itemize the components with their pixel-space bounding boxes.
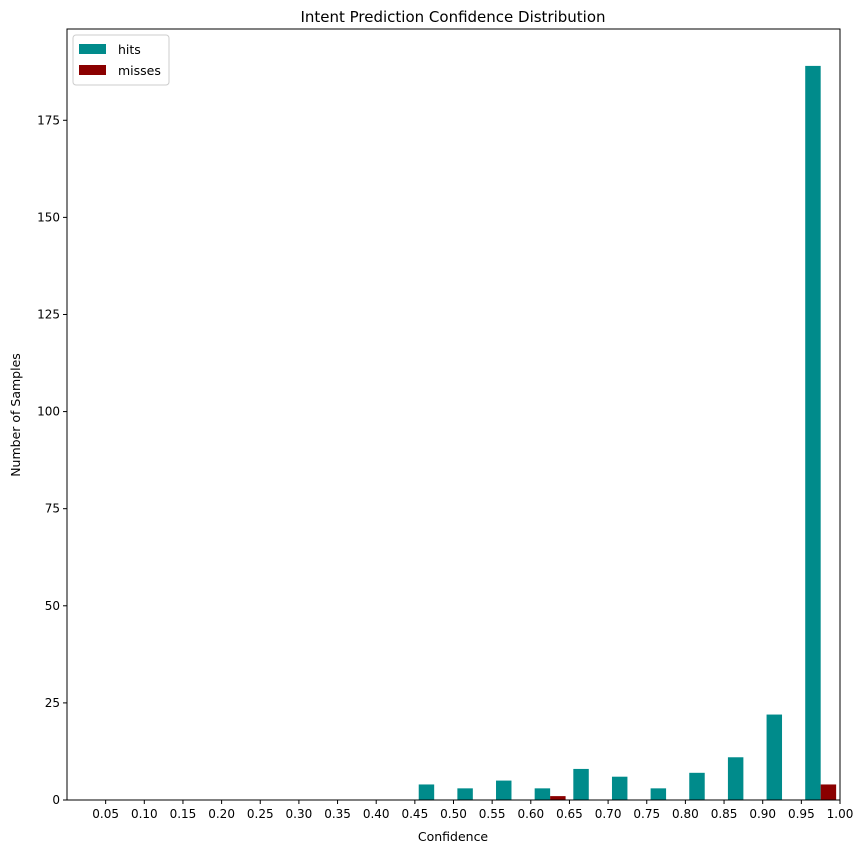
x-tick-label: 0.40 xyxy=(363,807,390,821)
legend-swatch-hits xyxy=(79,44,106,54)
bar-hits-0.90 xyxy=(727,757,744,800)
x-tick-label: 0.05 xyxy=(92,807,119,821)
x-tick-label: 0.35 xyxy=(324,807,351,821)
bar-hits-0.95 xyxy=(766,714,783,800)
x-tick-label: 0.25 xyxy=(247,807,274,821)
bar-hits-1.00 xyxy=(805,65,821,800)
legend-label-misses: misses xyxy=(118,63,161,78)
x-tick-label: 0.60 xyxy=(517,807,544,821)
x-tick-label: 0.50 xyxy=(440,807,467,821)
chart-title: Intent Prediction Confidence Distributio… xyxy=(300,8,605,26)
bar-misses-1.00 xyxy=(820,784,837,800)
x-tick-label: 0.85 xyxy=(711,807,738,821)
bars-layer xyxy=(418,65,837,800)
y-tick-label: 175 xyxy=(37,113,60,127)
bar-hits-0.80 xyxy=(650,788,667,800)
x-tick-label: 0.55 xyxy=(479,807,506,821)
legend-swatch-misses xyxy=(79,65,106,75)
x-tick-label: 0.20 xyxy=(208,807,235,821)
y-axis: 0 25 50 75 100 125 150 175 xyxy=(37,113,67,807)
bar-hits-0.85 xyxy=(689,772,705,800)
x-tick-label: 1.00 xyxy=(827,807,854,821)
bar-hits-0.55 xyxy=(457,788,473,800)
x-tick-label: 0.30 xyxy=(286,807,313,821)
bar-hits-0.70 xyxy=(573,768,589,800)
plot-frame xyxy=(66,28,841,801)
y-tick-label: 75 xyxy=(45,502,60,516)
y-tick-label: 0 xyxy=(52,793,60,807)
y-tick-label: 125 xyxy=(37,307,60,321)
legend: hits misses xyxy=(72,34,170,86)
x-tick-label: 0.95 xyxy=(788,807,815,821)
bar-misses-0.65 xyxy=(550,796,566,800)
x-axis-label: Confidence xyxy=(418,829,489,844)
y-axis-label: Number of Samples xyxy=(8,353,23,477)
y-tick-label: 100 xyxy=(37,405,60,419)
bar-hits-0.75 xyxy=(611,776,628,800)
bar-hits-0.65 xyxy=(534,788,551,800)
x-tick-label: 0.75 xyxy=(633,807,660,821)
x-tick-label: 0.45 xyxy=(401,807,428,821)
legend-label-hits: hits xyxy=(118,42,141,57)
y-tick-label: 50 xyxy=(45,599,60,613)
x-tick-label: 0.80 xyxy=(672,807,699,821)
x-axis: 0.05 0.10 0.15 0.20 0.25 0.30 0.35 0.40 0.45 0.50… xyxy=(92,800,853,821)
y-tick-label: 150 xyxy=(37,210,60,224)
x-tick-label: 0.15 xyxy=(170,807,197,821)
bar-hits-0.50 xyxy=(418,784,435,800)
bar-hits-0.60 xyxy=(496,780,512,800)
x-tick-label: 0.10 xyxy=(131,807,158,821)
x-tick-label: 0.65 xyxy=(556,807,583,821)
x-tick-label: 0.70 xyxy=(595,807,622,821)
x-tick-label: 0.90 xyxy=(749,807,776,821)
y-tick-label: 25 xyxy=(45,696,60,710)
